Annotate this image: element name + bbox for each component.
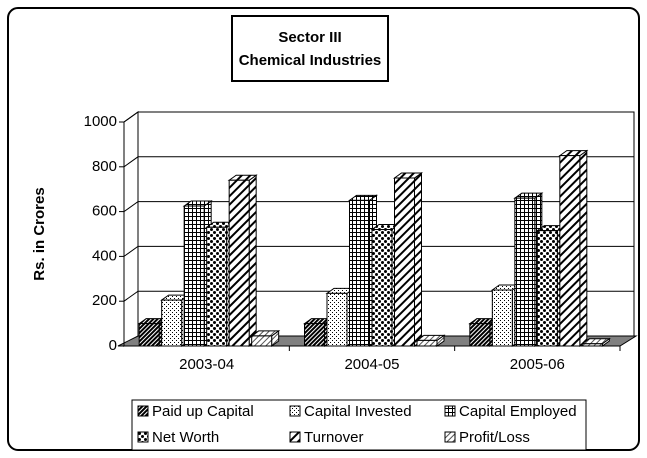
bar <box>392 172 424 347</box>
y-tick-label: 800 <box>92 158 117 175</box>
legend-label: Turnover <box>304 429 363 446</box>
chart-subtitle: Chemical Industries <box>239 52 382 69</box>
bar-front <box>536 230 558 347</box>
legend-swatch <box>444 431 456 443</box>
legend-swatch <box>444 405 456 417</box>
legend-box <box>131 399 587 451</box>
bar-front <box>394 177 415 347</box>
grid-line <box>123 111 634 123</box>
grid-line <box>123 245 634 257</box>
y-tick-label: 0 <box>109 337 117 354</box>
grid-line <box>123 201 634 213</box>
bar-front <box>469 323 491 347</box>
bar-side <box>248 174 257 347</box>
bar-front <box>371 229 393 347</box>
bar-front <box>326 292 348 347</box>
bar <box>250 329 281 347</box>
bar-front <box>416 339 438 347</box>
bar <box>415 334 446 347</box>
y-axis-label: Rs. in Crores <box>31 187 48 280</box>
legend-swatch <box>289 405 301 417</box>
bar-front <box>559 155 581 347</box>
bar-front <box>206 226 228 347</box>
title-box <box>231 15 389 82</box>
legend-label: Capital Invested <box>304 403 412 420</box>
legend-swatch <box>137 431 149 443</box>
bar-side <box>414 172 422 347</box>
bar-front <box>304 323 325 347</box>
bar-front <box>349 199 370 347</box>
y-tick-label: 1000 <box>84 113 117 130</box>
grid-line <box>123 290 634 302</box>
bar <box>558 149 589 347</box>
y-tick-label: 600 <box>92 203 117 220</box>
grid-line <box>123 156 634 168</box>
chart-title: Sector III <box>278 29 341 46</box>
bar <box>227 174 258 347</box>
legend-label: Net Worth <box>152 429 219 446</box>
y-tick-label: 400 <box>92 247 117 264</box>
x-tick-label: 2005-06 <box>510 356 565 373</box>
bar-front <box>138 323 160 347</box>
bar-front <box>251 335 273 347</box>
x-tick-label: 2003-04 <box>179 356 234 373</box>
bar-front <box>581 343 603 347</box>
bar-front <box>183 205 205 347</box>
bar-front <box>514 197 536 347</box>
bar-front <box>491 289 513 347</box>
legend-label: Capital Employed <box>459 403 577 420</box>
legend-swatch <box>137 405 149 417</box>
legend-label: Paid up Capital <box>152 403 254 420</box>
side-wall <box>123 111 139 347</box>
bar-front <box>161 299 183 347</box>
bar-side <box>579 149 588 347</box>
bar <box>580 337 611 347</box>
legend-label: Profit/Loss <box>459 429 530 446</box>
y-tick-label: 200 <box>92 292 117 309</box>
x-tick-label: 2004-05 <box>344 356 399 373</box>
legend-swatch <box>289 431 301 443</box>
bar-front <box>228 179 250 347</box>
